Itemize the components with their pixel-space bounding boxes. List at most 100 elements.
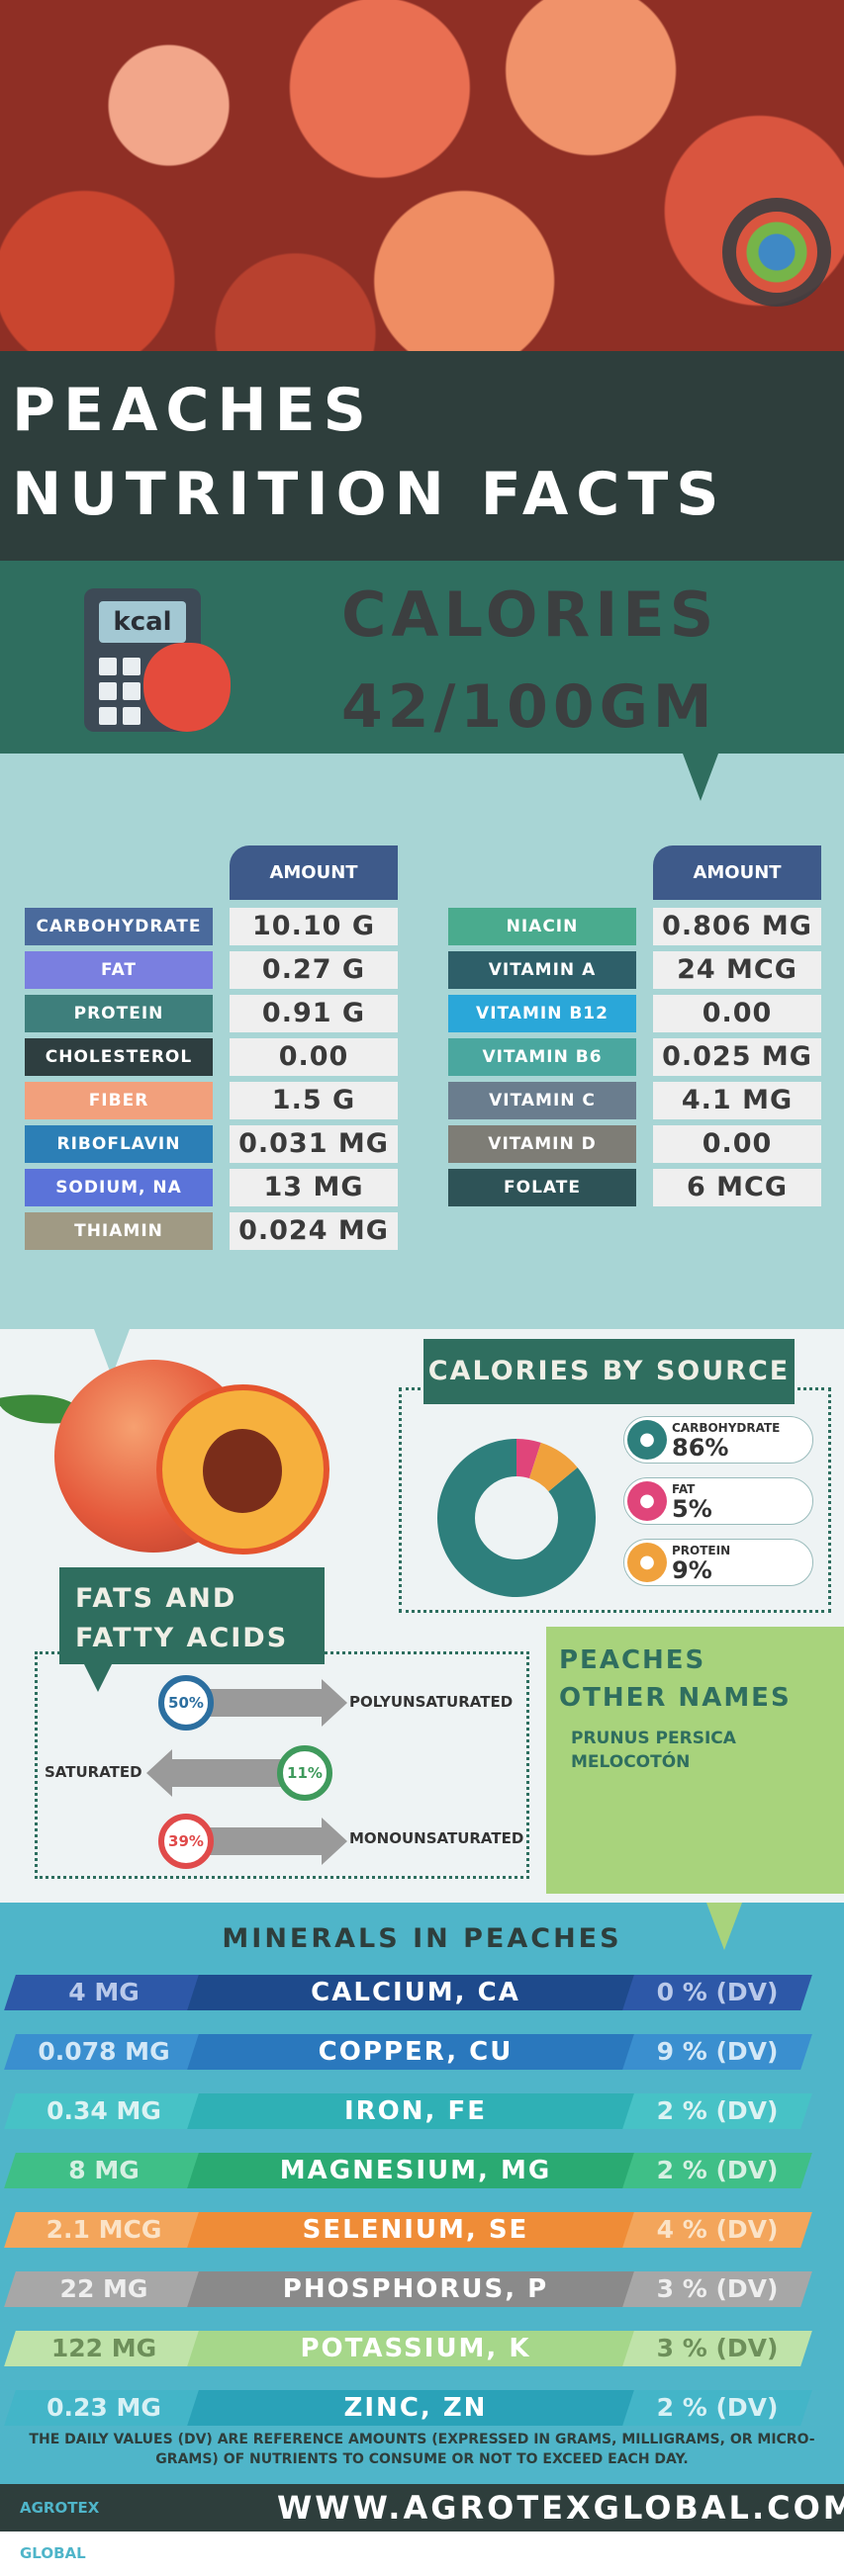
mineral-name: POTASSIUM, K: [300, 2334, 531, 2363]
calories-value: 42/100GM: [341, 672, 717, 742]
page-title-line1: PEACHES: [12, 376, 374, 445]
mineral-name: CALCIUM, CA: [311, 1978, 520, 2007]
mineral-amount: 122 MG: [50, 2334, 157, 2362]
mineral-dv-cell: 3 % (DV): [622, 2271, 812, 2307]
mineral-dv: 2 % (DV): [656, 2393, 779, 2422]
nutrient-label: CHOLESTEROL: [25, 1038, 213, 1076]
mineral-amount-cell: 0.34 MG: [4, 2093, 204, 2129]
mineral-name: ZINC, ZN: [343, 2393, 488, 2423]
calories-by-source-title: CALORIES BY SOURCE: [423, 1339, 795, 1404]
mineral-dv-cell: 3 % (DV): [622, 2331, 812, 2366]
mineral-row: 122 MG POTASSIUM, K 3 % (DV): [4, 2331, 816, 2366]
protein-icon: ●: [627, 1543, 667, 1582]
arrow-right-icon: [322, 1818, 347, 1865]
other-name-item: PRUNUS PERSICA: [571, 1729, 736, 1748]
nutrient-label: VITAMIN B6: [448, 1038, 636, 1076]
calculator-key: [123, 658, 141, 675]
fat-label: SATURATED: [45, 1763, 142, 1781]
donut-slice-carbohydrate: [437, 1439, 596, 1597]
arrow-right-icon: [322, 1679, 347, 1727]
mineral-name: MAGNESIUM, MG: [279, 2156, 552, 2185]
nutrient-label: FIBER: [25, 1082, 213, 1119]
nutrient-value: 0.27 G: [230, 951, 398, 989]
mineral-dv: 9 % (DV): [656, 2037, 779, 2066]
mineral-name: SELENIUM, SE: [302, 2215, 529, 2245]
mineral-dv: 2 % (DV): [656, 2156, 779, 2184]
nutrient-value: 10.10 G: [230, 908, 398, 945]
nutrient-value: 0.91 G: [230, 995, 398, 1032]
mineral-amount: 2.1 MCG: [46, 2215, 162, 2244]
nutrient-value: 0.024 MG: [230, 1212, 398, 1250]
mineral-amount-cell: 22 MG: [4, 2271, 204, 2307]
nutrient-value: 0.00: [653, 1125, 821, 1163]
daily-value-note: THE DAILY VALUES (DV) ARE REFERENCE AMOU…: [29, 2432, 815, 2467]
mineral-amount: 22 MG: [59, 2274, 148, 2303]
fats-title-line1: FATS AND: [75, 1583, 237, 1614]
nutrient-label: VITAMIN D: [448, 1125, 636, 1163]
mineral-name-cell: IRON, FE: [187, 2093, 644, 2129]
nutrient-label: CARBOHYDRATE: [25, 908, 213, 945]
mineral-amount-cell: 8 MG: [4, 2153, 204, 2188]
mineral-amount: 0.23 MG: [47, 2393, 161, 2422]
mineral-amount-cell: 122 MG: [4, 2331, 204, 2366]
arrow-left-icon: [146, 1749, 172, 1797]
legend-value: 5%: [672, 1495, 712, 1523]
legend-item: ● PROTEIN 9%: [623, 1539, 813, 1586]
nutrient-label: VITAMIN B12: [448, 995, 636, 1032]
legend-value: 9%: [672, 1556, 712, 1584]
mineral-name-cell: CALCIUM, CA: [187, 1975, 644, 2010]
donut-slice-protein: [528, 1442, 578, 1492]
nutrient-value: 1.5 G: [230, 1082, 398, 1119]
nutrient-label: VITAMIN A: [448, 951, 636, 989]
mineral-name-cell: SELENIUM, SE: [187, 2212, 644, 2248]
fat-label: POLYUNSATURATED: [349, 1693, 514, 1711]
mineral-name-cell: ZINC, ZN: [187, 2390, 644, 2426]
fats-title-line2: FATTY ACIDS: [75, 1623, 289, 1653]
calculator-key: [99, 682, 117, 700]
mineral-amount: 8 MG: [68, 2156, 140, 2184]
other-names-title-line2: OTHER NAMES: [559, 1683, 792, 1713]
amount-header-left: AMOUNT: [230, 845, 398, 900]
mineral-name: IRON, FE: [343, 2096, 487, 2126]
mineral-name-cell: MAGNESIUM, MG: [187, 2153, 644, 2188]
fat-label: MONOUNSATURATED: [349, 1829, 524, 1847]
minerals-title: MINERALS IN PEACHES: [222, 1923, 622, 1954]
peach-pit-illustration: [203, 1429, 282, 1513]
nutrient-label: THIAMIN: [25, 1212, 213, 1250]
other-names-box: [546, 1627, 844, 1894]
calculator-key: [123, 682, 141, 700]
calculator-screen: kcal: [99, 601, 186, 643]
mineral-dv-cell: 2 % (DV): [622, 2153, 812, 2188]
mineral-row: 0.078 MG COPPER, CU 9 % (DV): [4, 2034, 816, 2070]
mineral-name: PHOSPHORUS, P: [282, 2274, 549, 2304]
nutrient-label: SODIUM, NA: [25, 1169, 213, 1206]
mineral-dv: 3 % (DV): [656, 2334, 779, 2362]
nutrient-label: VITAMIN C: [448, 1082, 636, 1119]
donut-slice-fat: [516, 1439, 541, 1479]
mineral-amount: 0.34 MG: [47, 2096, 161, 2125]
drop-icon: ●: [627, 1481, 667, 1521]
mineral-dv-cell: 2 % (DV): [622, 2093, 812, 2129]
nutrient-value: 4.1 MG: [653, 1082, 821, 1119]
footer-band: [0, 2484, 844, 2532]
nutrient-value: 0.00: [230, 1038, 398, 1076]
calories-label: CALORIES: [341, 578, 719, 651]
nutrient-value: 0.031 MG: [230, 1125, 398, 1163]
legend-item: ● CARBOHYDRATE 86%: [623, 1416, 813, 1464]
wheat-icon: ●: [627, 1420, 667, 1460]
agrotex-logo: AGROTEX GLOBAL: [20, 2499, 100, 2562]
pointer-arrow: [706, 1903, 742, 1950]
hero-peaches-photo: [0, 0, 844, 351]
mineral-amount-cell: 4 MG: [4, 1975, 204, 2010]
calories-donut-chart: [437, 1439, 596, 1597]
mineral-dv: 4 % (DV): [656, 2215, 779, 2244]
mineral-name: COPPER, CU: [318, 2037, 514, 2067]
legend-value: 86%: [672, 1434, 729, 1462]
legend-name: CARBOHYDRATE: [672, 1421, 781, 1435]
website-link[interactable]: WWW.AGROTEXGLOBAL.COM: [277, 2489, 844, 2527]
mineral-name-cell: COPPER, CU: [187, 2034, 644, 2070]
nutrient-label: PROTEIN: [25, 995, 213, 1032]
nutrient-label: FOLATE: [448, 1169, 636, 1206]
nutrient-label: NIACIN: [448, 908, 636, 945]
calculator-key: [123, 707, 141, 725]
